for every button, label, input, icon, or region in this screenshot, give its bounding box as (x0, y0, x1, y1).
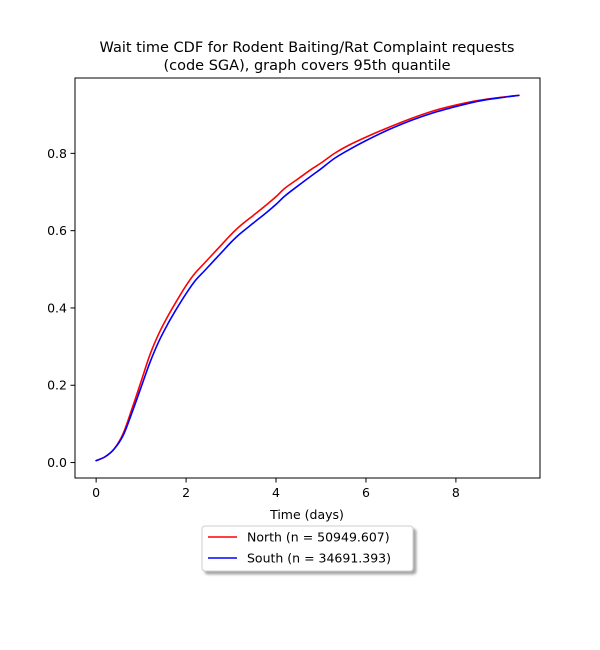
legend: North (n = 50949.607) South (n = 34691.3… (201, 525, 414, 572)
y-tick-label: 0.6 (47, 223, 67, 238)
plot-area (74, 77, 541, 479)
y-tick-label: 0.4 (47, 300, 67, 315)
y-tick-label: 0.8 (47, 146, 67, 161)
chart-title-line-1: Wait time CDF for Rodent Baiting/Rat Com… (100, 40, 515, 56)
series-line-south (95, 94, 520, 462)
x-tick-label: 0 (92, 485, 100, 500)
x-axis-label: Time (days) (269, 507, 344, 522)
legend-label-south: South (n = 34691.393) (247, 551, 391, 566)
y-tick-label: 0.2 (47, 378, 67, 393)
x-tick-label: 2 (182, 485, 190, 500)
y-axis: 0.0 0.2 0.4 0.6 0.8 (47, 146, 75, 470)
y-tick-label: 0.0 (47, 455, 67, 470)
chart-title-line-2: (code SGA), graph covers 95th quantile (163, 58, 450, 74)
x-tick-label: 8 (452, 485, 460, 500)
series-lines (95, 94, 520, 462)
x-axis: 0 2 4 6 8 (92, 478, 460, 500)
legend-box (201, 525, 414, 572)
x-tick-label: 6 (362, 485, 370, 500)
series-line-north (95, 94, 520, 462)
legend-label-north: North (n = 50949.607) (247, 530, 390, 545)
x-tick-label: 4 (272, 485, 280, 500)
